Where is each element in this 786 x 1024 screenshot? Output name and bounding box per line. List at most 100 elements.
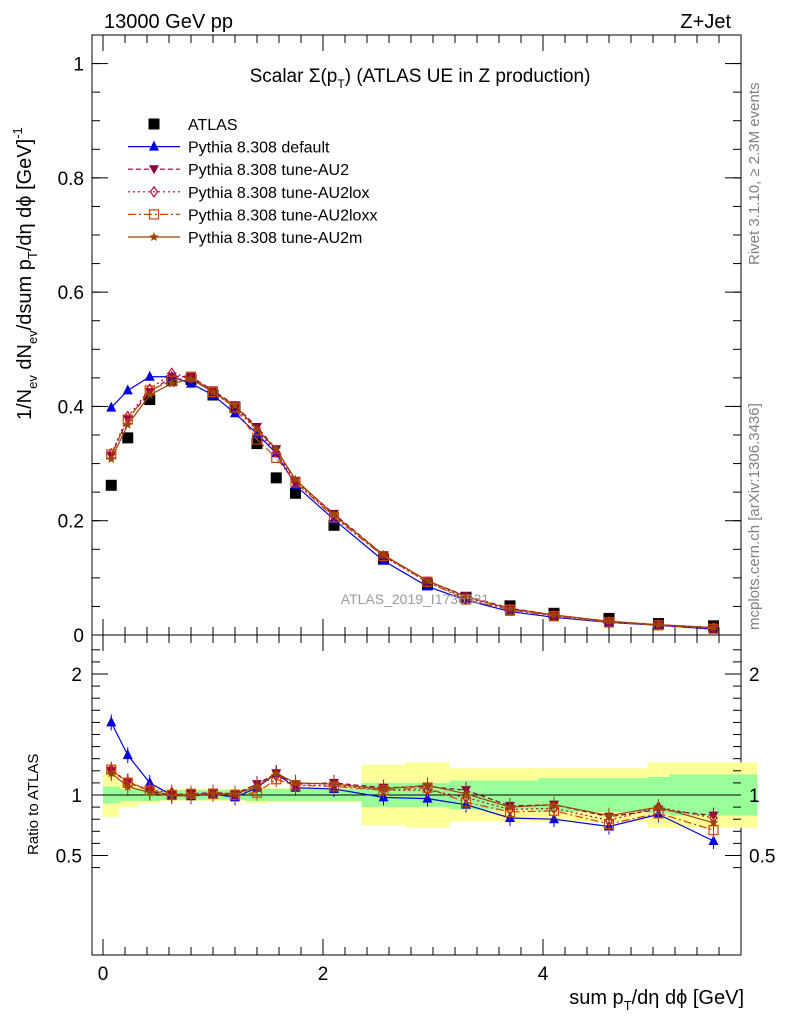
main-series-5-point	[604, 616, 614, 626]
ratio-series-0-point	[106, 716, 117, 727]
legend-marker-3	[149, 185, 159, 198]
ratio-series-4-point	[549, 799, 559, 809]
ratio-series-4-point	[604, 810, 614, 820]
legend-marker-4	[148, 209, 160, 220]
main-series-5-point	[271, 444, 281, 454]
main-series-0-point	[290, 487, 301, 499]
main-series-5-point	[186, 374, 196, 383]
x-tick-label: 2	[318, 964, 329, 985]
x-tick-label: 0	[98, 964, 109, 985]
main-series-5-point	[549, 610, 559, 619]
x-tick-label: 4	[538, 964, 549, 985]
legend-label-0: ATLAS	[188, 117, 238, 134]
legend-marker-5	[149, 232, 159, 241]
main-series-0-point	[270, 472, 282, 484]
main-series-0-point	[105, 479, 117, 491]
rivet-label: Rivet 3.1.10, ≥ 2.3M events	[746, 83, 763, 266]
ratio-series-4-point	[378, 784, 389, 793]
main-series-3-point	[272, 446, 281, 459]
ratio-series-4-point	[505, 802, 515, 812]
header-left: 13000 GeV pp	[104, 11, 233, 33]
main-series-5-point	[252, 424, 262, 434]
axes-layer: 0 0.2 0.4 0.6 0.8 1 0 2 4 0.5 0.5 1 1 2 2	[56, 35, 775, 985]
ratio-y-tick-label: 0.5	[56, 847, 82, 868]
main-series-3-point	[167, 367, 176, 380]
ratio-y-tick-label-right: 2	[749, 665, 760, 686]
ratio-series-0-point	[144, 776, 155, 787]
ratio-y-tick-label-right: 1	[749, 786, 760, 807]
main-series-5-point	[290, 474, 301, 484]
legend-label-1: Pythia 8.308 default	[188, 140, 330, 157]
legend: ATLAS Pythia 8.308 default Pythia 8.308 tu…	[128, 117, 377, 247]
main-plot-title: Scalar Σ(pT) (ATLAS UE in Z production)	[250, 66, 591, 91]
header-right: Z+Jet	[680, 11, 731, 33]
main-series-5-point	[708, 622, 719, 632]
ratio-series-4-point	[123, 781, 133, 791]
main-y-tick-label: 0.2	[58, 512, 84, 533]
main-series-5-point	[123, 419, 133, 429]
ratio-y-axis-label: Ratio to ATLAS	[25, 754, 42, 855]
main-series-5-point	[208, 387, 218, 397]
ratio-series-4-point	[167, 791, 177, 801]
main-series-5-point	[329, 510, 339, 519]
legend-label-2: Pythia 8.308 tune-AU2	[188, 162, 349, 179]
ratio-series-4-point	[422, 780, 433, 790]
ratio-y-tick-label: 1	[71, 786, 82, 807]
ratio-series-layer	[106, 714, 719, 849]
legend-marker-0	[148, 118, 160, 130]
main-y-tick-label: 0.6	[58, 283, 84, 304]
main-series-3-line	[110, 372, 714, 629]
main-series-3-point	[186, 371, 196, 384]
ratio-y-tick-label-right: 0.5	[749, 847, 775, 868]
mcplots-label: mcplots.cern.ch [arXiv:1306.3436]	[746, 403, 763, 630]
main-series-5-point	[378, 550, 389, 559]
main-series-5-point	[653, 619, 664, 629]
main-series-0-point	[328, 519, 340, 531]
main-series-5-point	[422, 575, 433, 585]
ratio-series-4-point	[461, 788, 471, 798]
main-series-4-point	[271, 452, 282, 463]
legend-marker-2	[149, 165, 159, 175]
analysis-watermark: ATLAS_2019_I1736531	[341, 591, 490, 607]
main-y-tick-label: 1	[73, 55, 84, 76]
main-series-0-point	[144, 394, 156, 406]
main-series-2-line	[110, 376, 714, 629]
main-series-0-point	[122, 432, 134, 444]
legend-marker-1	[149, 140, 159, 151]
ratio-series-4-point	[252, 781, 262, 791]
ratio-series-4-point	[708, 817, 719, 827]
main-series-1-point	[122, 384, 133, 395]
main-y-tick-label: 0.4	[58, 397, 85, 418]
main-y-tick-label: 0	[73, 626, 84, 647]
main-series-5-point	[145, 390, 155, 399]
main-series-4-point	[251, 434, 263, 445]
main-y-tick-label: 0.8	[58, 169, 84, 190]
main-series-layer	[105, 367, 719, 634]
legend-label-5: Pythia 8.308 tune-AU2m	[188, 230, 362, 247]
main-series-5-point	[505, 603, 515, 613]
main-series-5-point	[461, 591, 471, 601]
ratio-series-4-point	[230, 788, 240, 798]
main-series-5-point	[106, 454, 116, 463]
ratio-series-4-point	[186, 790, 196, 799]
legend-label-4: Pythia 8.308 tune-AU2loxx	[188, 207, 377, 224]
ratio-series-4-point	[653, 802, 664, 812]
main-series-4-point	[185, 371, 197, 382]
main-y-axis-label: 1/Nev dNev/dsum pT/dη dϕ [GeV]-1	[10, 127, 40, 420]
legend-label-3: Pythia 8.308 tune-AU2lox	[188, 185, 369, 202]
main-series-1-point	[106, 401, 117, 412]
main-series-1-point	[144, 370, 155, 381]
ratio-series-4-point	[290, 777, 301, 787]
x-axis-label: sum pT/dη dϕ [GeV]	[569, 987, 744, 1013]
ratio-series-4-point	[145, 787, 155, 797]
main-series-5-point	[167, 378, 177, 388]
ratio-series-0-point	[122, 749, 133, 760]
ratio-series-0-point	[708, 834, 719, 845]
ratio-series-4-point	[208, 788, 218, 798]
ratio-y-tick-label: 2	[71, 665, 82, 686]
ratio-series-4-point	[271, 768, 281, 778]
ratio-series-4-point	[106, 768, 116, 778]
main-series-5-point	[230, 400, 240, 410]
